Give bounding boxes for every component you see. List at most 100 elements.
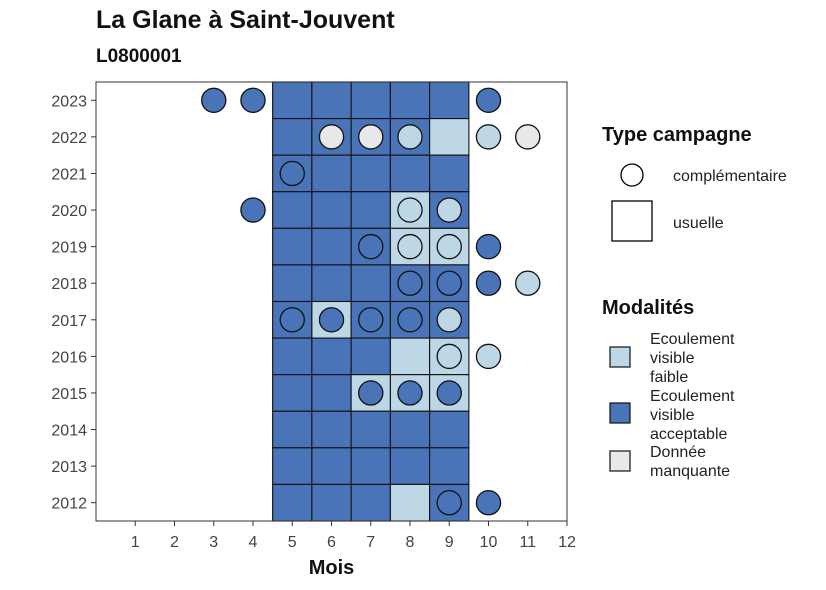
tile-2015-5 [272,374,313,412]
point-2017-5 [279,307,305,333]
point-2017-7 [358,307,384,333]
point-2019-10 [475,233,502,260]
tile-2021-6 [311,154,352,193]
tile-2013-5 [272,447,313,485]
tile-2014-7 [350,410,391,449]
tile-2020-5 [272,191,313,229]
x-tick-label-1: 1 [131,534,140,551]
tile-2021-8 [389,154,431,193]
x-tick-label-12: 12 [558,534,576,551]
legend-type-campagne: Type campagne complémentaire usuelle [602,124,787,242]
tile-2014-6 [311,410,352,449]
point-2021-5 [279,160,305,187]
y-tick-label-2012: 2012 [51,496,87,513]
tile-2013-6 [311,447,352,485]
legend-label-faible-line-0: Ecoulement [650,331,735,348]
x-axis-title: Mois [309,557,355,579]
tile-2023-8 [389,81,431,120]
tile-2023-9 [429,81,470,120]
legend-key-acceptable [609,402,631,424]
legend-label-manquante-line-1: manquante [650,463,730,480]
tile-2018-5 [272,264,313,303]
tile-2021-9 [429,154,470,193]
point-2022-6 [318,124,345,150]
tile-2012-8 [389,483,431,522]
tile-2016-5 [272,337,313,376]
y-axis: 2012 2013 2014 2015 2016 2017 2018 2019 2020 2021… [51,93,96,513]
point-2019-8 [397,233,423,260]
tile-2013-7 [350,447,391,485]
tile-2018-7 [350,264,391,303]
point-2015-8 [397,380,423,406]
tile-2013-8 [389,447,431,485]
y-tick-label-2016: 2016 [51,349,87,366]
y-tick-label-2021: 2021 [51,166,87,183]
y-tick-label-2023: 2023 [51,93,87,110]
tile-2022-9 [429,118,470,156]
point-2019-9 [436,233,462,260]
legend-label-complementaire: complémentaire [673,168,787,185]
point-2018-9 [436,270,462,296]
tile-2022-5 [272,118,313,156]
point-2019-7 [358,233,384,260]
chart-title: La Glane à Saint-Jouvent [96,6,395,34]
legend-label-faible-line-2: faible [650,369,688,386]
point-2023-3 [201,87,227,114]
legend-square-key [611,200,653,242]
y-tick-label-2019: 2019 [51,240,87,257]
tile-2016-7 [350,337,391,376]
point-2017-6 [318,307,345,333]
y-tick-label-2013: 2013 [51,459,87,476]
plot-area [95,81,568,522]
point-2022-8 [397,124,423,150]
legend-type-title: Type campagne [602,124,752,146]
x-tick-label-8: 8 [406,534,415,551]
tile-2016-6 [311,337,352,376]
tile-2020-6 [311,191,352,229]
point-2020-8 [397,197,423,223]
legend-label-acceptable-line-1: visible [650,407,695,424]
point-2023-4 [240,87,266,114]
tile-2023-5 [272,81,313,120]
y-tick-label-2017: 2017 [51,313,87,330]
y-tick-label-2015: 2015 [51,386,87,403]
tile-2014-9 [429,410,470,449]
tile-2014-5 [272,410,313,449]
tile-2014-8 [389,410,431,449]
point-2016-10 [475,343,502,370]
x-tick-label-9: 9 [445,534,454,551]
point-2015-7 [358,380,384,406]
legend-label-faible-line-1: visible [650,350,695,367]
tile-2015-6 [311,374,352,412]
point-layer [201,87,541,516]
point-2022-11 [515,124,541,150]
point-2023-10 [475,87,502,114]
tile-2020-7 [350,191,391,229]
tile-2013-9 [429,447,470,485]
tile-2023-6 [311,81,352,120]
x-tick-label-5: 5 [288,534,297,551]
point-2018-10 [475,270,502,296]
chart-subtitle: L0800001 [96,46,182,67]
tile-2019-5 [272,227,313,266]
tile-2018-6 [311,264,352,303]
point-2012-10 [475,489,502,516]
point-2017-8 [397,307,423,333]
x-tick-label-10: 10 [480,534,498,551]
point-2022-10 [475,124,502,150]
legend-label-usuelle: usuelle [673,215,724,232]
point-2022-7 [358,124,384,150]
legend-label-acceptable-line-2: acceptable [650,426,727,443]
legend-modalites-title: Modalités [602,297,694,319]
legend-key-faible [609,346,631,368]
y-tick-label-2014: 2014 [51,423,87,440]
x-tick-label-3: 3 [209,534,218,551]
legend-label-manquante-line-0: Donnée [650,444,706,461]
legend-modalites: Modalités Ecoulement visible faible Ecoulem… [602,297,735,480]
legend-circle-key [620,163,644,187]
x-tick-label-11: 11 [519,534,536,551]
tile-2023-7 [350,81,391,120]
point-2018-11 [515,270,541,296]
point-2016-9 [436,343,462,370]
